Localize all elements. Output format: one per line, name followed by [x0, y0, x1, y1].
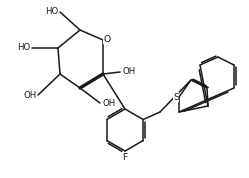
Text: HO: HO: [45, 7, 58, 15]
Text: S: S: [173, 93, 179, 101]
Text: O: O: [103, 35, 111, 43]
Text: HO: HO: [17, 43, 30, 53]
Text: OH: OH: [102, 100, 115, 109]
Text: OH: OH: [24, 90, 37, 100]
Text: F: F: [122, 153, 128, 161]
Text: OH: OH: [122, 67, 135, 75]
